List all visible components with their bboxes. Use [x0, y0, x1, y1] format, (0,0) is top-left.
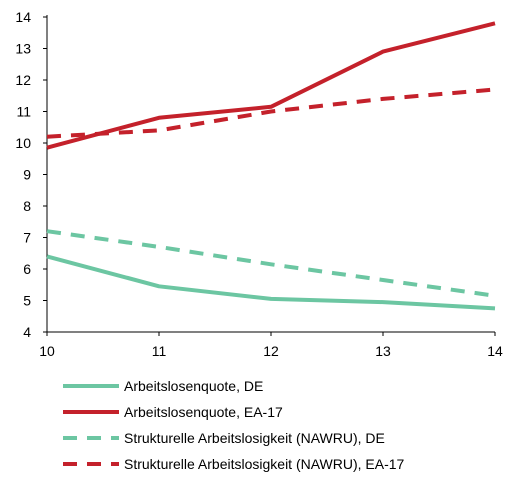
axes: [43, 15, 496, 336]
series-line-1: [46, 254, 496, 311]
y-tick-label: 4: [23, 324, 31, 340]
x-tick-label: 13: [375, 343, 391, 359]
legend: Arbeitslosenquote, DE Arbeitslosenquote, …: [63, 378, 405, 472]
y-tick-label: 14: [15, 9, 31, 25]
y-tick-label: 12: [15, 72, 31, 88]
x-tick-label: 12: [263, 343, 279, 359]
y-tick-label: 9: [23, 167, 31, 183]
x-tick-label: 10: [39, 343, 55, 359]
series-lines: [46, 21, 496, 311]
y-tick-label: 7: [23, 230, 31, 246]
legend-label-4: Strukturelle Arbeitslosigkeit (NAWRU), E…: [124, 456, 405, 472]
y-tick-label: 11: [16, 104, 31, 120]
legend-label-3: Strukturelle Arbeitslosigkeit (NAWRU), D…: [124, 430, 385, 446]
y-tick-labels: 4 5 6 7 8 9 10 11 12 13 14: [15, 9, 31, 340]
y-tick-label: 5: [23, 293, 31, 309]
legend-label-2: Arbeitslosenquote, EA-17: [124, 404, 283, 420]
y-tick-label: 8: [23, 198, 31, 214]
y-tick-label: 6: [23, 261, 31, 277]
series-line-2: [46, 21, 496, 150]
y-tick-label: 10: [15, 135, 31, 151]
legend-label-1: Arbeitslosenquote, DE: [124, 378, 263, 394]
x-tick-label: 14: [487, 343, 503, 359]
series-line-4: [46, 87, 496, 139]
y-tick-label: 13: [15, 41, 31, 57]
x-tick-label: 11: [152, 343, 167, 359]
series-line-3: [46, 229, 496, 298]
x-tick-labels: 10 11 12 13 14: [39, 343, 503, 359]
